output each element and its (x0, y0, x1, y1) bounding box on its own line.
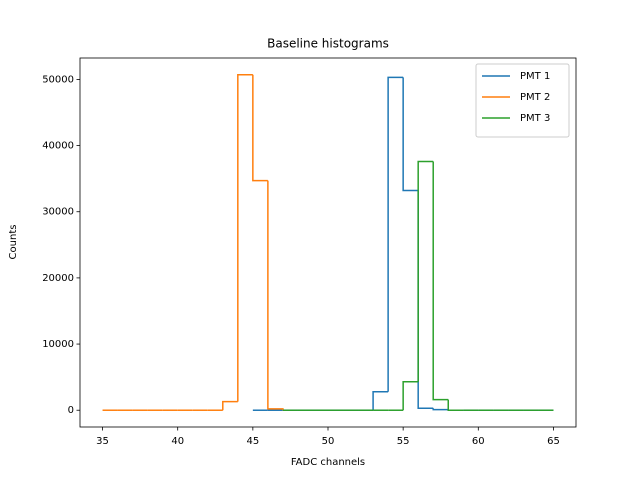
x-tick-label: 40 (171, 436, 184, 447)
histogram-step (387, 76, 404, 392)
histogram-step (237, 74, 253, 402)
legend-label: PMT 1 (520, 71, 550, 82)
histogram-step (372, 390, 389, 411)
histogram-step (432, 408, 449, 411)
y-tick-label: 0 (68, 405, 74, 416)
histogram-step (417, 190, 434, 409)
axes-frame (79, 57, 577, 428)
x-axis-label: FADC channels (291, 457, 365, 468)
histogram-step (267, 180, 284, 411)
y-tick-label: 10000 (42, 339, 74, 350)
y-tick-label: 30000 (42, 207, 74, 218)
histogram-step (252, 74, 268, 182)
legend-label: PMT 3 (520, 113, 550, 124)
histogram-step (417, 160, 434, 382)
y-tick-label: 20000 (42, 273, 74, 284)
histogram-step (402, 77, 419, 192)
x-tick-label: 45 (246, 436, 259, 447)
y-axis-label: Counts (8, 225, 19, 260)
legend-label: PMT 2 (520, 92, 550, 103)
histogram-step (432, 161, 449, 401)
y-tick-label: 50000 (42, 74, 74, 85)
x-tick-label: 65 (547, 436, 560, 447)
histogram-step (402, 381, 419, 411)
histogram-step (447, 399, 464, 411)
x-tick-label: 55 (397, 436, 410, 447)
x-tick-label: 35 (96, 436, 109, 447)
y-tick-label: 40000 (42, 141, 74, 152)
x-tick-label: 50 (322, 436, 335, 447)
chart-title: Baseline histograms (267, 37, 389, 51)
x-tick-label: 60 (472, 436, 485, 447)
histogram-step (222, 400, 238, 411)
